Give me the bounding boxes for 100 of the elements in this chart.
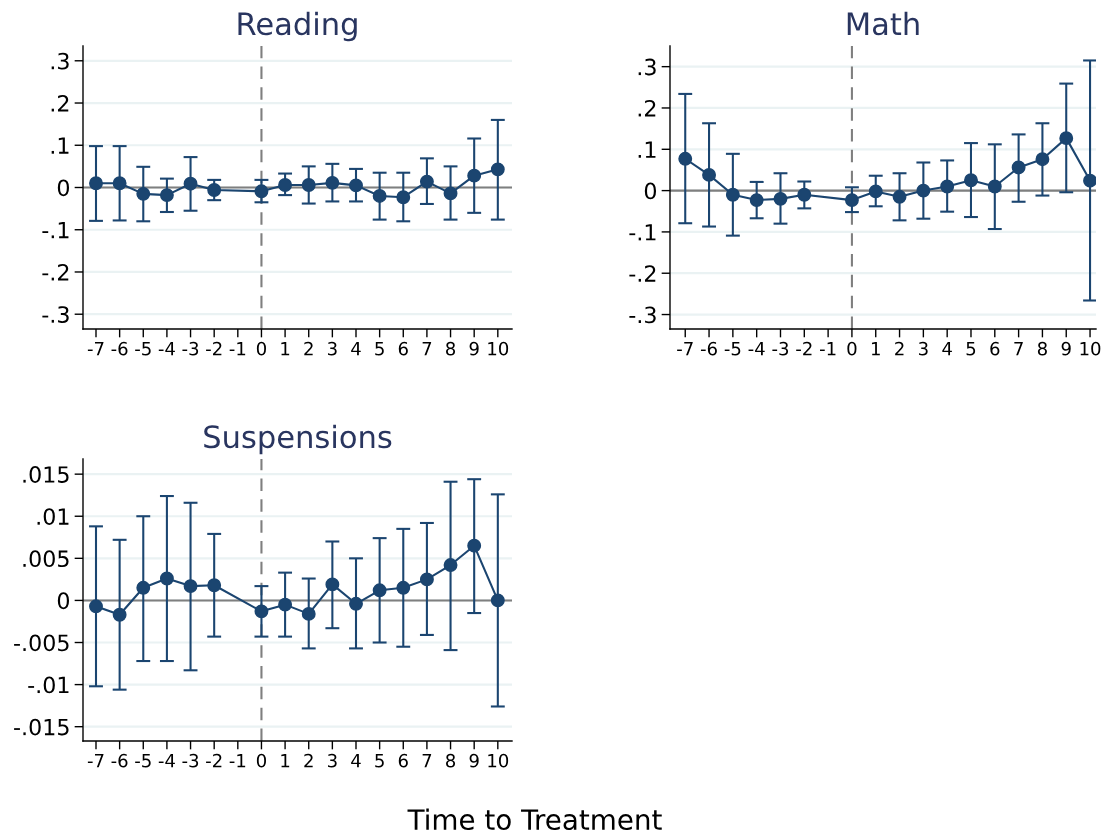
- point: [112, 176, 127, 191]
- x-tick-label: 5: [375, 754, 384, 768]
- point: [372, 189, 387, 203]
- point: [207, 578, 222, 593]
- x-tick-label: -6: [111, 753, 128, 768]
- y-tick-label: 0: [644, 182, 657, 200]
- y-tick-label: -.005: [14, 634, 69, 652]
- point: [490, 162, 505, 177]
- x-tick-label: -4: [158, 754, 175, 768]
- point: [136, 186, 151, 201]
- x-tick-label: 2: [304, 341, 313, 356]
- point: [940, 179, 955, 194]
- x-tick-label: 5: [375, 342, 384, 356]
- x-tick-label: 10: [488, 753, 509, 768]
- x-tick-label: 5: [966, 342, 976, 356]
- point: [443, 558, 458, 573]
- point: [254, 184, 269, 199]
- point: [183, 579, 198, 594]
- x-tick-label: -3: [182, 341, 199, 356]
- x-tick-label: 0: [256, 341, 266, 356]
- point: [702, 167, 716, 182]
- chart-title: Suspensions: [204, 424, 392, 455]
- x-tick-label: 8: [1037, 341, 1047, 356]
- x-tick-label: -2: [206, 753, 222, 768]
- point: [136, 580, 151, 595]
- point: [349, 178, 363, 193]
- x-tick-label: 3: [328, 341, 337, 356]
- point: [892, 189, 907, 204]
- point: [987, 179, 1002, 194]
- x-tick-label: 10: [1080, 341, 1101, 356]
- x-tick-label: -5: [135, 342, 151, 356]
- x-tick-label: -1: [229, 754, 246, 768]
- x-tick-label: 1: [281, 754, 290, 768]
- y-tick-label: .2: [638, 99, 656, 117]
- y-tick-label: -.2: [42, 263, 69, 281]
- x-tick-label: 7: [1014, 342, 1023, 356]
- x-tick-label: 3: [328, 753, 337, 768]
- y-tick-label: -.2: [629, 265, 656, 282]
- point: [467, 538, 482, 553]
- point: [396, 190, 411, 205]
- x-tick-label: 4: [351, 754, 361, 768]
- point: [325, 175, 340, 190]
- point: [89, 599, 103, 614]
- point: [1059, 131, 1074, 146]
- point: [89, 176, 103, 191]
- x-tick-label: -4: [748, 342, 765, 356]
- point: [964, 173, 978, 188]
- point: [797, 187, 812, 202]
- y-tick-label: -.1: [42, 221, 69, 239]
- x-tick-label: 2: [895, 341, 904, 356]
- x-tick-label: 6: [398, 341, 408, 356]
- x-tick-label: 8: [446, 341, 456, 356]
- x-tick-label: 4: [942, 342, 952, 356]
- x-tick-label: -5: [135, 754, 151, 768]
- point: [725, 187, 740, 202]
- point: [325, 577, 340, 592]
- y-tick-label: -.3: [42, 306, 69, 323]
- y-tick-label: -.01: [28, 676, 69, 694]
- point: [301, 178, 316, 192]
- y-tick-label: 0: [57, 592, 70, 610]
- point: [372, 583, 387, 598]
- y-tick-label: .01: [37, 508, 69, 525]
- point: [159, 571, 174, 586]
- point: [112, 607, 127, 622]
- x-tick-label: 7: [422, 754, 432, 768]
- point: [349, 596, 363, 611]
- point: [467, 168, 482, 183]
- point: [183, 176, 198, 191]
- point: [278, 178, 293, 192]
- x-tick-label: -1: [229, 342, 246, 356]
- x-tick-label: -3: [182, 753, 199, 768]
- x-tick-label: 0: [256, 753, 266, 768]
- x-tick-label: -7: [677, 342, 693, 356]
- x-tick-label: 6: [990, 341, 1000, 356]
- x-tick-label: 7: [422, 342, 432, 356]
- x-tick-label: 1: [871, 342, 880, 356]
- x-tick-label: -3: [772, 341, 789, 356]
- point: [844, 193, 859, 208]
- x-tick-label: 8: [446, 753, 456, 768]
- y-tick-label: -.015: [14, 718, 69, 736]
- x-tick-label: 3: [918, 341, 928, 356]
- point: [490, 593, 505, 608]
- x-tick-label: 9: [469, 341, 479, 356]
- point: [1011, 160, 1026, 175]
- x-tick-label: -2: [206, 341, 222, 356]
- x-tick-label: 1: [281, 342, 290, 356]
- y-tick-label: .005: [23, 550, 69, 568]
- point: [1083, 173, 1096, 188]
- y-tick-label: 0: [57, 179, 70, 197]
- point: [678, 151, 693, 166]
- x-tick-label: 4: [351, 342, 361, 356]
- x-tick-label: -5: [724, 342, 741, 356]
- point: [159, 188, 174, 203]
- x-tick-label: -4: [158, 342, 175, 356]
- point: [301, 606, 316, 621]
- point: [396, 580, 411, 595]
- chart-title: Math: [847, 11, 919, 36]
- x-tick-label: -2: [796, 341, 812, 356]
- x-tick-label: 9: [1061, 341, 1071, 356]
- x-tick-label: 9: [469, 753, 479, 768]
